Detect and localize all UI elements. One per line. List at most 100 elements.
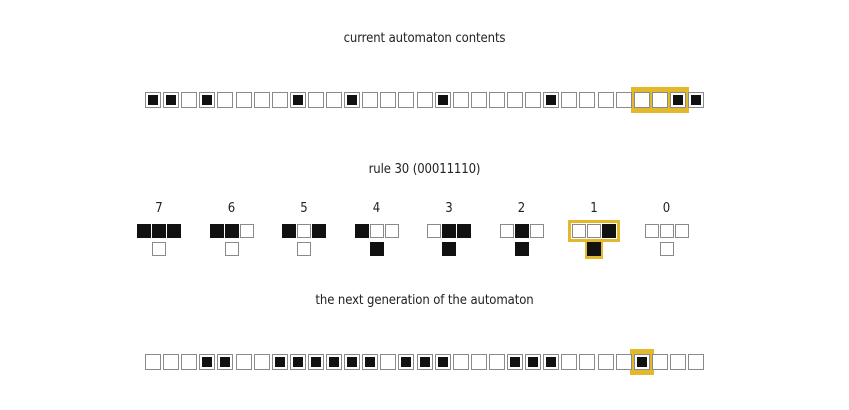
current-cell [615,92,632,108]
next-cell [561,354,578,370]
current-cell [326,92,342,108]
filled-cell-mark [292,357,303,367]
rule-result-cell [587,242,601,256]
filled-cell-mark [510,357,520,367]
rule-number-label: 3 [445,201,453,216]
next-cell [452,354,469,370]
rule-pattern-cell [572,224,586,238]
rule-number-label: 5 [300,201,308,216]
rule-title: rule 30 (00011110) [368,162,481,177]
next-generation-title: the next generation of the automaton [315,293,534,308]
rule-pattern-cell [674,224,689,238]
filled-cell-mark [329,357,339,367]
filled-cell-mark [283,225,295,237]
filled-cell-mark [365,357,376,367]
current-cell [416,92,433,108]
current-cell [217,92,234,108]
next-cell [669,354,686,370]
next-cell [597,354,614,370]
rule-pattern-cell [427,224,441,238]
rule-pattern-cell [529,224,544,238]
current-cell [434,92,451,108]
filled-cell-mark [310,357,321,367]
filled-cell-mark [419,357,430,367]
current-cell [507,92,523,108]
current-cell [235,92,252,108]
rule-number-label: 2 [517,201,526,216]
current-cell [543,92,560,108]
filled-cell-mark [672,95,683,105]
rule-pattern-cell [644,224,659,238]
next-cell [326,354,342,370]
next-cell [507,354,523,370]
filled-cell-mark [153,225,165,237]
rule-number-label: 4 [372,201,381,216]
rule-number-label: 1 [590,201,598,216]
rule-pattern-cell [457,224,471,238]
filled-cell-mark [210,225,223,237]
next-cell [543,354,560,370]
current-cell [199,92,216,108]
current-cell [452,92,469,108]
current-cell [561,92,578,108]
filled-cell-mark [437,95,448,105]
filled-cell-mark [443,225,455,237]
filled-cell-mark [636,357,647,367]
current-cell [181,92,198,108]
filled-cell-mark [292,95,303,105]
current-cell [380,92,397,108]
rule-pattern-cell [239,224,254,238]
current-cell [633,92,650,108]
current-cell [253,92,270,108]
filled-cell-mark [168,225,180,237]
rule-result-cell [659,242,674,256]
rule-pattern-cell [224,224,239,238]
next-cell [163,354,180,370]
rule-pattern-cell [354,224,369,238]
filled-cell-mark [401,357,412,367]
filled-cell-mark [691,95,701,105]
next-cell [615,354,632,370]
filled-cell-mark [202,357,213,367]
filled-cell-mark [166,95,177,105]
rule-pattern-cell [297,224,311,238]
current-cell [145,92,161,108]
current-cell [579,92,596,108]
current-cell [271,92,288,108]
filled-cell-mark [443,243,455,255]
rule-pattern-cell [499,224,514,238]
current-cell [344,92,361,108]
filled-cell-mark [347,95,358,105]
rule-pattern-cell [152,224,166,238]
filled-cell-mark [515,243,528,255]
rule-pattern-cell [442,224,456,238]
rule-number-label: 0 [662,201,671,216]
rule-number-label: 6 [227,201,236,216]
next-cell [651,354,668,370]
next-cell [289,354,306,370]
filled-cell-mark [603,225,615,237]
current-cell [307,92,324,108]
next-cell [307,354,324,370]
current-cell [651,92,668,108]
current-cell [488,92,505,108]
filled-cell-mark [588,243,600,255]
rule-pattern-cell [312,224,326,238]
next-cell [416,354,433,370]
current-cell [289,92,306,108]
current-cell [688,92,704,108]
rule-pattern-cell [282,224,296,238]
filled-cell-mark [225,225,238,237]
rule-result-cell [297,242,311,256]
next-cell [633,354,650,370]
rule-pattern-cell [602,224,616,238]
next-cell [470,354,487,370]
next-cell [579,354,596,370]
next-cell [253,354,270,370]
filled-cell-mark [546,357,557,367]
next-cell [181,354,198,370]
rule-number-label: 7 [155,201,163,216]
filled-cell-mark [274,357,285,367]
rule-pattern-cell [514,224,529,238]
filled-cell-mark [138,225,150,237]
